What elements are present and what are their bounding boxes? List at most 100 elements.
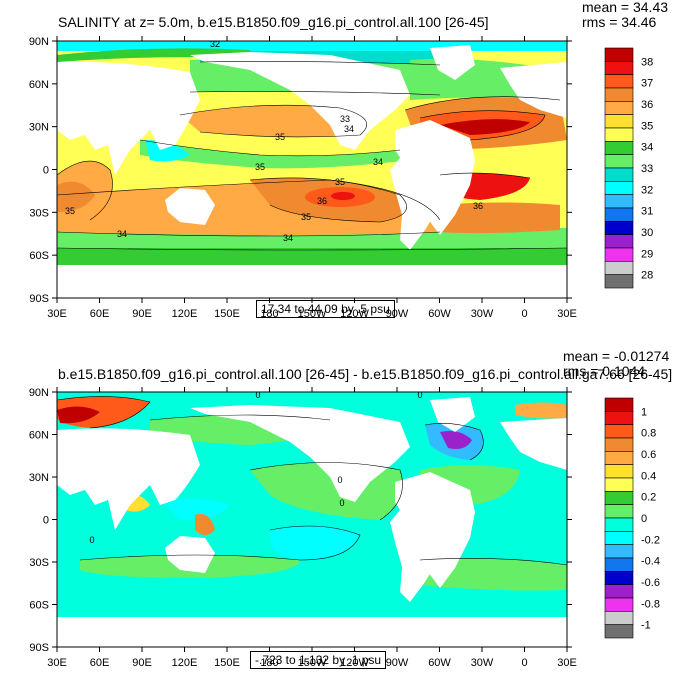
colorbar-swatch	[604, 464, 634, 479]
lon-label: 120W	[340, 657, 369, 669]
lat-label: 60N	[29, 79, 49, 91]
panel1-map: 32 33 34 35 35 34 35 36 35 34 36 34 35 9…	[29, 36, 577, 320]
lon-label: 180	[260, 657, 278, 669]
lat-label: 90S	[29, 642, 49, 654]
colorbar-swatch	[604, 504, 634, 519]
lon-label: 90E	[132, 308, 152, 320]
panel2-land	[57, 397, 567, 647]
colorbar-swatch	[604, 544, 634, 559]
lon-label: 60W	[428, 657, 451, 669]
contour-label: 0	[255, 390, 260, 400]
lon-label: 30E	[557, 308, 577, 320]
colorbar-swatch	[604, 437, 634, 452]
contour-label: 36	[317, 196, 327, 206]
panel2-field: 0 0 0 0 0	[57, 390, 567, 647]
lon-label: 30E	[557, 657, 577, 669]
lon-label: 150E	[214, 308, 240, 320]
colorbar-swatch	[604, 274, 634, 289]
colorbar-label: -0.6	[641, 577, 660, 589]
lon-label: 120E	[172, 308, 198, 320]
colorbar-label: -0.4	[641, 556, 660, 568]
colorbar-label: 0	[641, 513, 647, 525]
colorbar-swatch	[604, 531, 634, 545]
lat-label: 60N	[29, 430, 49, 442]
contour-label: 35	[335, 177, 345, 187]
colorbar-swatch	[604, 424, 634, 439]
contour-label: 35	[275, 132, 285, 142]
colorbar-swatch	[604, 477, 634, 492]
lon-label: 30W	[471, 308, 494, 320]
contour-label: 36	[473, 201, 483, 211]
lon-label: 90E	[132, 657, 152, 669]
panel1-contour-labels: 32 33 34 35 35 34 35 36 35 34 36 34 35	[65, 39, 483, 243]
colorbar-label: 0.8	[641, 428, 656, 440]
lat-label: 60S	[29, 600, 49, 612]
contour-label: 0	[337, 475, 342, 485]
colorbar-label: 0.6	[641, 449, 656, 461]
panel2-colorbar: 1 0.8 0.6 0.4 0.2 0 -0.2 -0.4 -0.6 -0.8 -1	[604, 397, 660, 639]
panel1-colorbar: 38 37 36 35 34 33 32 31 30 29 28	[604, 47, 653, 289]
panel2-axes: 90N 60N 30N 0 30S 60S 90S 30E 60E 90E 120E 150E 180 1…	[29, 387, 577, 669]
contour-label: 0	[417, 390, 422, 400]
colorbar-swatch	[604, 557, 634, 572]
lat-label: 90N	[29, 36, 49, 48]
lon-label: 120E	[172, 657, 198, 669]
contour-label: 34	[344, 124, 354, 134]
lon-label: 30W	[471, 657, 494, 669]
colorbar-swatch	[604, 491, 634, 505]
panel1-field: 32 33 34 35 35 34 35 36 35 34 36 34 35	[57, 39, 567, 298]
colorbar-label: 33	[641, 163, 653, 175]
contour-label: 35	[65, 206, 75, 216]
lon-label: 30E	[47, 308, 67, 320]
lon-label: 60E	[90, 308, 110, 320]
colorbar-swatch	[604, 397, 634, 412]
colorbar-label: 37	[641, 78, 653, 90]
colorbar-label: 35	[641, 120, 653, 132]
colorbar-swatch	[604, 584, 634, 599]
panel1-land	[57, 45, 567, 298]
panel2-title: b.e15.B1850.f09_g16.pi_control.all.100 […	[58, 366, 673, 382]
colorbar-label: -0.2	[641, 534, 660, 546]
lat-label: 30S	[29, 557, 49, 569]
colorbar-label: 36	[641, 99, 653, 111]
contour-label: 34	[283, 233, 293, 243]
colorbar-swatch	[604, 451, 634, 465]
colorbar-label: 29	[641, 248, 653, 260]
colorbar-swatch	[604, 624, 634, 639]
lat-label: 0	[43, 165, 49, 177]
contour-label: 34	[373, 157, 383, 167]
lon-label: 150E	[214, 657, 240, 669]
panel2-contours	[57, 396, 567, 566]
lat-label: 0	[43, 515, 49, 527]
colorbar-label: -0.8	[641, 598, 660, 610]
colorbar-swatch	[604, 571, 634, 585]
colorbar-label: 31	[641, 206, 653, 218]
contour-label: 35	[255, 162, 265, 172]
lat-label: 90N	[29, 387, 49, 399]
colorbar-label: 28	[641, 270, 653, 282]
colorbar-label: 0.2	[641, 492, 656, 504]
contour-label: 33	[340, 114, 350, 124]
lon-label: 30E	[47, 657, 67, 669]
colorbar-label: 38	[641, 56, 653, 68]
colorbar-label: 34	[641, 142, 653, 154]
colorbar-label: 0.4	[641, 470, 656, 482]
lat-label: 30N	[29, 122, 49, 134]
colorbar-swatch	[604, 411, 634, 425]
colorbar-label: 32	[641, 184, 653, 196]
panel2-contour-labels: 0 0 0 0 0	[89, 390, 422, 545]
panel1-range-label: 17.34 to 44.09 by .5 psu	[256, 300, 395, 318]
panel2-rms-label: rms = 0.1044	[563, 363, 646, 379]
panel2-mean-label: mean = -0.01274	[563, 348, 670, 364]
contour-label: 32	[210, 39, 220, 49]
lat-label: 60S	[29, 250, 49, 262]
panel1-rms-label: rms = 34.46	[582, 14, 657, 30]
contour-label: 35	[301, 212, 311, 222]
lon-label: 0	[521, 308, 527, 320]
colorbar-label: 1	[641, 406, 647, 418]
panel2-range-label: -.723 to 1.132 by .1 psu	[250, 651, 387, 669]
contour-label: 0	[339, 498, 344, 508]
contour-label: 0	[89, 535, 94, 545]
